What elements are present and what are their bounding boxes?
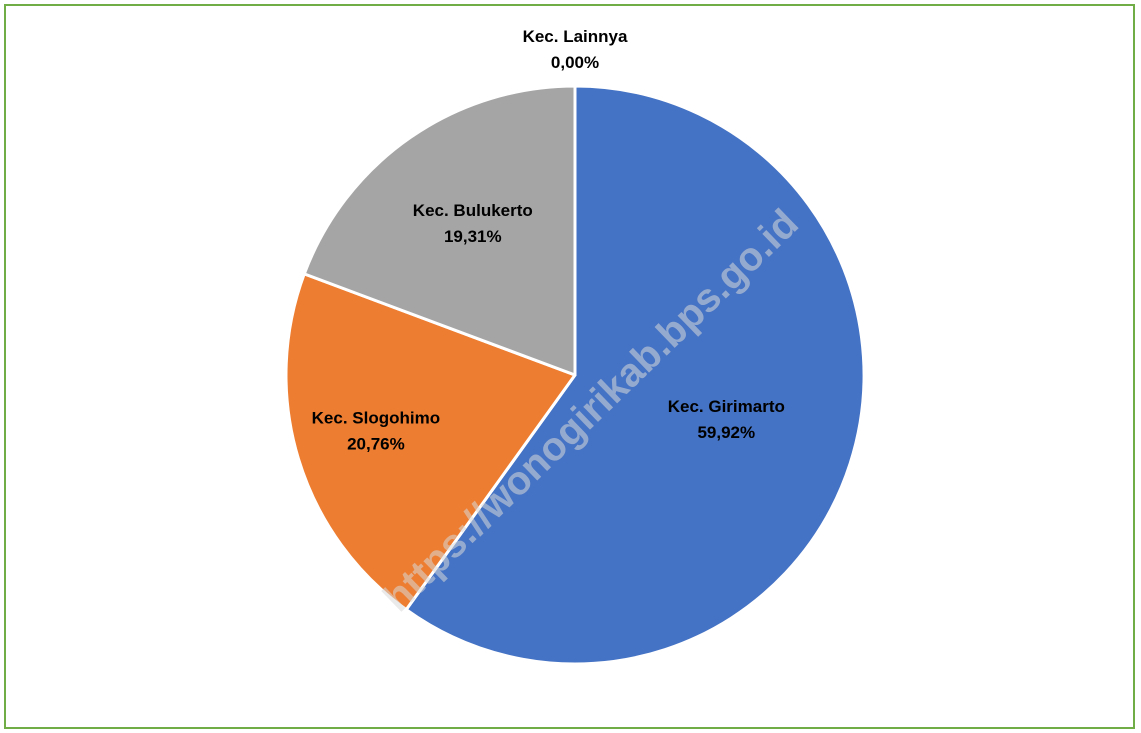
pie-slice-kec-bulukerto	[302, 84, 577, 377]
slice-value-kec-girimarto: 59,92%	[697, 423, 755, 442]
slice-label-kec-slogohimo: Kec. Slogohimo	[312, 409, 440, 428]
pie-labels: Kec. Girimarto 59,92% Kec. Slogohimo 20,76%…	[312, 27, 785, 454]
pie-slice-kec-girimarto	[404, 84, 866, 666]
pie-slices	[284, 84, 866, 666]
slice-value-kec-lainnya: 0,00%	[551, 53, 599, 72]
slice-value-kec-bulukerto: 19,31%	[444, 227, 502, 246]
slice-label-kec-girimarto: Kec. Girimarto	[668, 397, 785, 416]
slice-value-kec-slogohimo: 20,76%	[347, 435, 405, 454]
slice-label-kec-bulukerto: Kec. Bulukerto	[413, 201, 533, 220]
pie-slice-kec-slogohimo	[284, 272, 577, 612]
slice-label-kec-lainnya: Kec. Lainnya	[523, 27, 628, 46]
